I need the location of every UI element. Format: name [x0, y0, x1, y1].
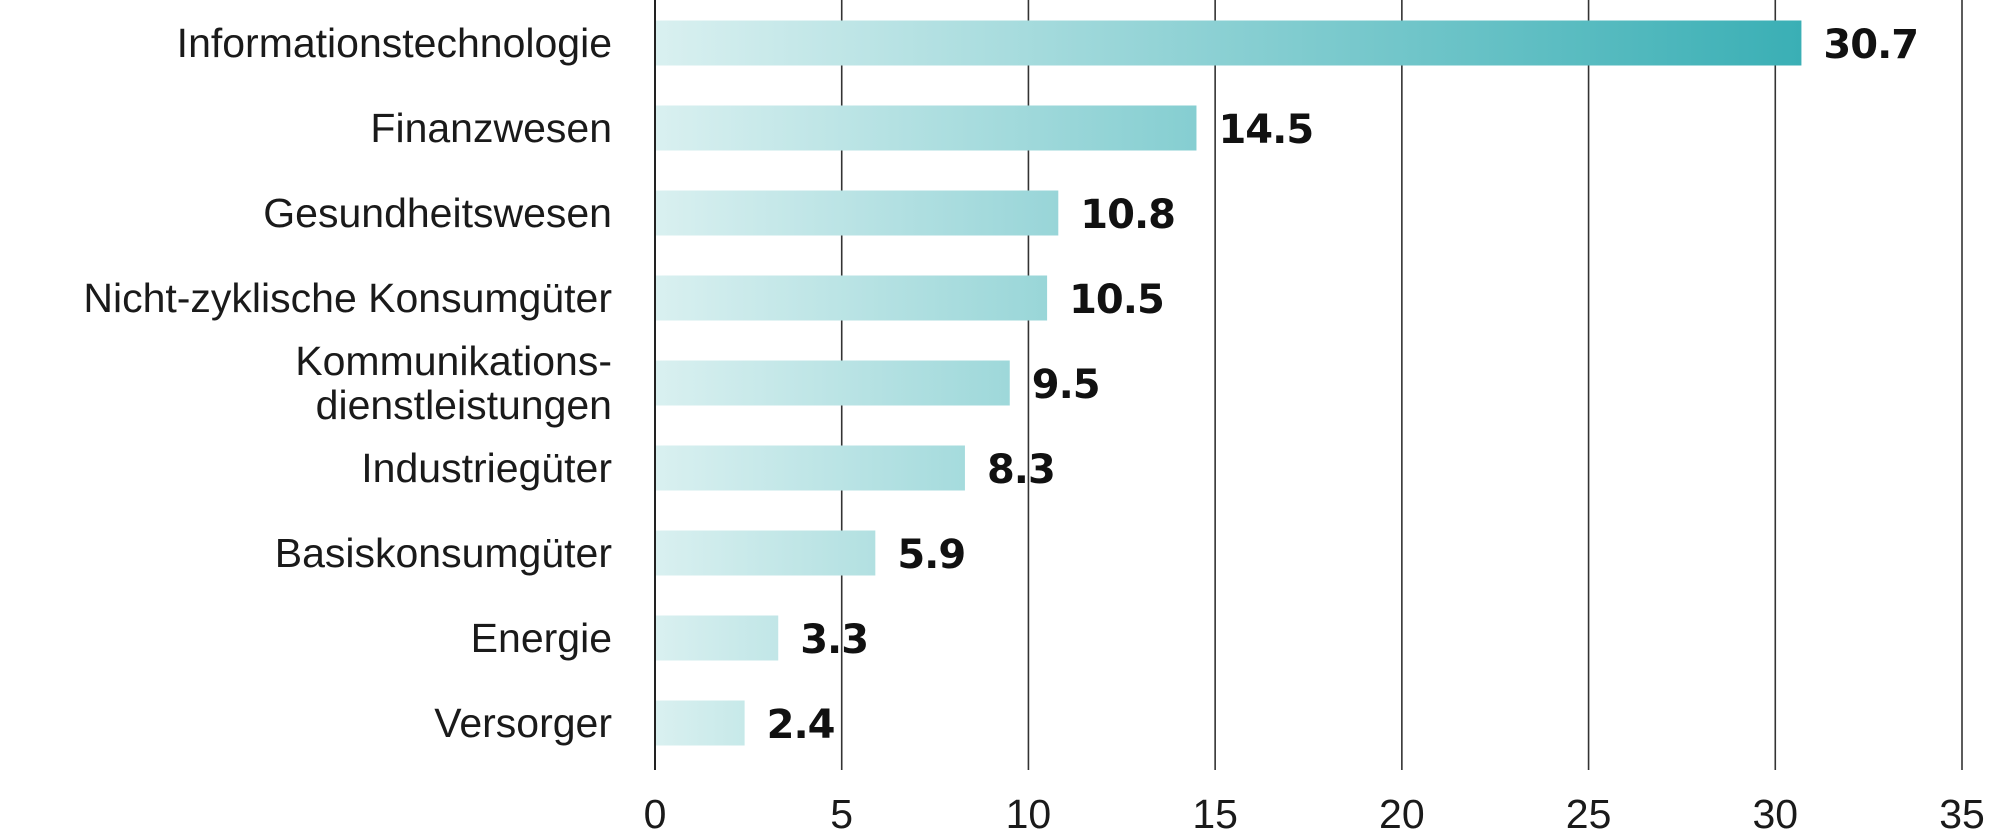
- value-label-6: 5.9: [897, 532, 965, 578]
- bars: [656, 20, 1802, 746]
- bar-4: [656, 360, 1010, 406]
- category-label-5: Industriegüter: [361, 445, 612, 491]
- category-label-0: Informationstechnologie: [177, 20, 612, 66]
- bar-1: [656, 105, 1197, 151]
- category-labels: Informationstechnologie Finanzwesen Gesund…: [83, 20, 612, 746]
- bar-2: [656, 190, 1059, 236]
- bar-5: [656, 445, 965, 491]
- category-label-2: Gesundheitswesen: [263, 190, 612, 236]
- bar-8: [656, 700, 745, 746]
- value-label-3: 10.5: [1069, 277, 1164, 323]
- value-label-1: 14.5: [1218, 107, 1313, 153]
- x-tick-label-25: 25: [1566, 791, 1612, 835]
- x-tick-label-30: 30: [1752, 791, 1798, 835]
- x-tick-label-0: 0: [644, 791, 667, 835]
- value-label-8: 2.4: [767, 702, 835, 748]
- x-tick-label-35: 35: [1939, 791, 1985, 835]
- category-label-1: Finanzwesen: [370, 105, 612, 151]
- category-label-4-line0: Kommunikations-: [295, 338, 612, 384]
- x-tick-label-10: 10: [1006, 791, 1052, 835]
- category-label-8: Versorger: [434, 700, 612, 746]
- x-tick-label-15: 15: [1192, 791, 1238, 835]
- x-tick-label-20: 20: [1379, 791, 1425, 835]
- category-label-6: Basiskonsumgüter: [275, 530, 612, 576]
- value-label-7: 3.3: [800, 617, 868, 663]
- category-label-3: Nicht-zyklische Konsumgüter: [83, 275, 612, 321]
- value-label-0: 30.7: [1823, 22, 1918, 68]
- bar-0: [656, 20, 1802, 66]
- bar-6: [656, 530, 876, 576]
- value-label-2: 10.8: [1080, 192, 1175, 238]
- x-tick-label-5: 5: [830, 791, 853, 835]
- x-axis-ticks: 0 5 10 15 20 25 30 35: [644, 791, 1985, 835]
- category-label-4-line1: dienstleistungen: [316, 382, 612, 428]
- bar-3: [656, 275, 1048, 321]
- bar-7: [656, 615, 779, 661]
- category-label-7: Energie: [471, 615, 612, 661]
- value-labels: 30.7 14.5 10.8 10.5 9.5 8.3 5.9 3.3 2.4: [767, 22, 1920, 748]
- value-label-5: 8.3: [987, 447, 1055, 493]
- value-label-4: 9.5: [1032, 362, 1100, 408]
